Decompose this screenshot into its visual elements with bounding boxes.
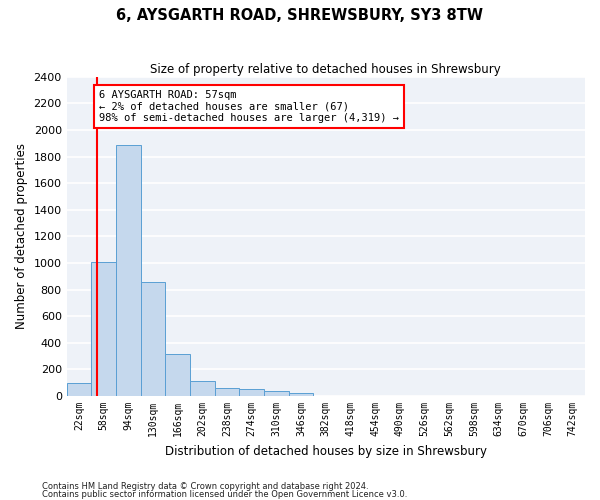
Bar — [116, 144, 141, 396]
Bar — [166, 354, 190, 396]
X-axis label: Distribution of detached houses by size in Shrewsbury: Distribution of detached houses by size … — [165, 444, 487, 458]
Bar — [289, 394, 313, 396]
Bar — [190, 381, 215, 396]
Text: Contains HM Land Registry data © Crown copyright and database right 2024.: Contains HM Land Registry data © Crown c… — [42, 482, 368, 491]
Bar — [239, 390, 264, 396]
Text: 6 AYSGARTH ROAD: 57sqm
← 2% of detached houses are smaller (67)
98% of semi-deta: 6 AYSGARTH ROAD: 57sqm ← 2% of detached … — [99, 90, 399, 123]
Bar — [141, 282, 166, 396]
Bar — [264, 392, 289, 396]
Text: 6, AYSGARTH ROAD, SHREWSBURY, SY3 8TW: 6, AYSGARTH ROAD, SHREWSBURY, SY3 8TW — [116, 8, 484, 22]
Bar — [91, 262, 116, 396]
Bar — [67, 384, 91, 396]
Bar — [215, 388, 239, 396]
Title: Size of property relative to detached houses in Shrewsbury: Size of property relative to detached ho… — [151, 62, 501, 76]
Y-axis label: Number of detached properties: Number of detached properties — [15, 144, 28, 330]
Text: Contains public sector information licensed under the Open Government Licence v3: Contains public sector information licen… — [42, 490, 407, 499]
